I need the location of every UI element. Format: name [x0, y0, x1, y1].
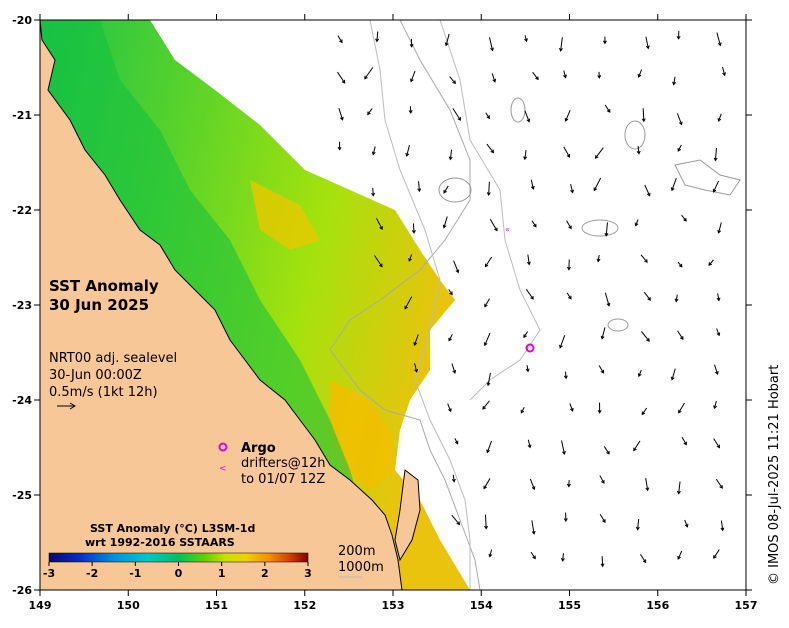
current-info-line3: 0.5m/s (1kt 12h) [49, 385, 158, 400]
x-tick-label: 149 [29, 599, 52, 612]
current-vector [643, 108, 644, 121]
colorbar-title-line2: wrt 1992-2016 SSTAARS [85, 536, 235, 549]
colorbar-tick-label: 0 [175, 567, 183, 580]
current-info-line2: 30-Jun 00:00Z [49, 368, 142, 383]
y-tick-label: -26 [12, 584, 32, 597]
x-tick-label: 154 [470, 599, 493, 612]
isobath-1000m-label: 1000m [338, 560, 384, 575]
y-tick-label: -25 [12, 489, 32, 502]
colorbar-tick-label: -2 [86, 567, 98, 580]
x-tick-label: 152 [293, 599, 316, 612]
isobath-200m-label: 200m [338, 544, 375, 559]
map-title-line1: SST Anomaly [49, 277, 159, 295]
x-tick-label: 153 [382, 599, 405, 612]
colorbar-tick-label: 1 [218, 567, 226, 580]
colorbar-title-line1: SST Anomaly (°C) L3SM-1d [90, 522, 255, 535]
x-tick-label: 156 [646, 599, 669, 612]
drifter-marker: « [505, 225, 510, 234]
credit-text: © IMOS 08-Jul-2025 11:21 Hobart [767, 365, 782, 585]
colorbar-tick-label: -1 [129, 567, 141, 580]
colorbar-tick-label: 2 [261, 567, 269, 580]
x-tick-label: 155 [558, 599, 581, 612]
y-tick-label: -23 [12, 299, 32, 312]
x-tick-label: 151 [205, 599, 228, 612]
argo-label: Argo [241, 441, 276, 456]
x-tick-label: 150 [117, 599, 140, 612]
y-tick-label: -21 [12, 109, 32, 122]
current-vector [486, 515, 487, 529]
current-info-line1: NRT00 adj. sealevel [49, 351, 177, 366]
y-tick-label: -22 [12, 204, 32, 217]
y-tick-label: -24 [12, 394, 32, 407]
colorbar-tick-label: -3 [43, 567, 55, 580]
y-tick-label: -20 [12, 14, 32, 27]
drifter-label-line2: to 01/07 12Z [241, 472, 325, 487]
colorbar-tick-label: 3 [304, 567, 312, 580]
drifter-legend-icon: < [219, 464, 227, 474]
drifter-label-line1: drifters@12h [241, 456, 326, 471]
colorbar [49, 553, 308, 562]
map-title-line2: 30 Jun 2025 [49, 296, 149, 314]
x-tick-label: 157 [735, 599, 758, 612]
